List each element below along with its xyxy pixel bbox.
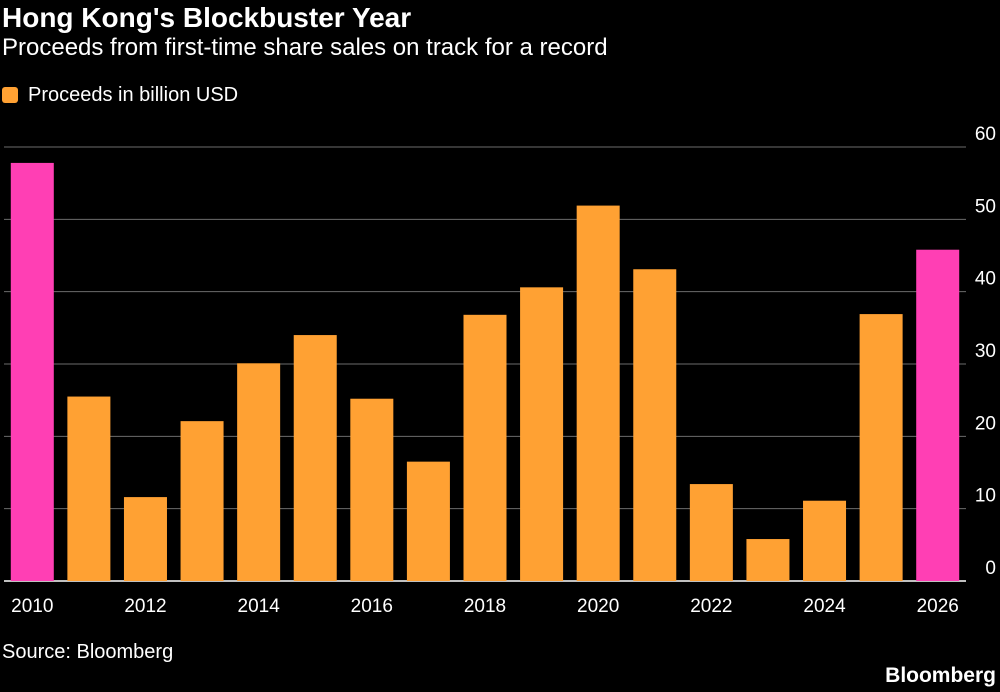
bar-2019 [520, 287, 564, 581]
x-axis-ticks: 2010 2012 2014 2016 2018 2020 2022 2024 2026 [11, 596, 959, 617]
y-tick-label: 0 [985, 558, 996, 579]
y-tick-label: 50 [975, 196, 996, 217]
bar-2013 [180, 421, 224, 581]
bar-2024 [803, 500, 847, 581]
bar-2026 [916, 249, 960, 582]
bar-2012 [123, 497, 167, 581]
legend-label: Proceeds in billion USD [28, 83, 239, 106]
bars [10, 162, 960, 582]
source-note: Source: Bloomberg [2, 641, 174, 663]
y-tick-label: 60 [975, 124, 996, 145]
x-tick-label: 2020 [577, 596, 619, 617]
bar-2025 [859, 314, 903, 581]
bar-2016 [350, 398, 394, 581]
bloomberg-logo: Bloomberg [885, 664, 996, 687]
bar-2020 [576, 205, 620, 581]
x-tick-label: 2018 [464, 596, 506, 617]
x-tick-label: 2022 [690, 596, 732, 617]
y-axis-ticks: 0 10 20 30 40 50 60 [975, 124, 996, 579]
bar-2011 [67, 396, 111, 581]
y-tick-label: 10 [975, 486, 996, 507]
bar-2022 [689, 484, 733, 581]
y-tick-label: 20 [975, 413, 996, 434]
x-tick-label: 2024 [803, 596, 846, 617]
bar-2010 [10, 162, 54, 581]
bar-2021 [633, 269, 677, 581]
bar-2014 [237, 363, 281, 581]
x-tick-label: 2010 [11, 596, 53, 617]
chart-subtitle: Proceeds from first-time share sales on … [2, 34, 608, 61]
x-tick-label: 2026 [917, 596, 959, 617]
bar-2015 [293, 335, 337, 581]
y-tick-label: 40 [975, 269, 996, 290]
y-tick-label: 30 [975, 341, 996, 362]
x-tick-label: 2012 [124, 596, 166, 617]
bar-2017 [406, 461, 450, 581]
chart-title: Hong Kong's Blockbuster Year [2, 2, 412, 33]
legend-swatch [2, 87, 18, 103]
x-tick-label: 2014 [238, 596, 281, 617]
x-tick-label: 2016 [351, 596, 393, 617]
bar-2023 [746, 539, 790, 581]
bar-2018 [463, 314, 507, 581]
legend: Proceeds in billion USD [2, 82, 238, 108]
